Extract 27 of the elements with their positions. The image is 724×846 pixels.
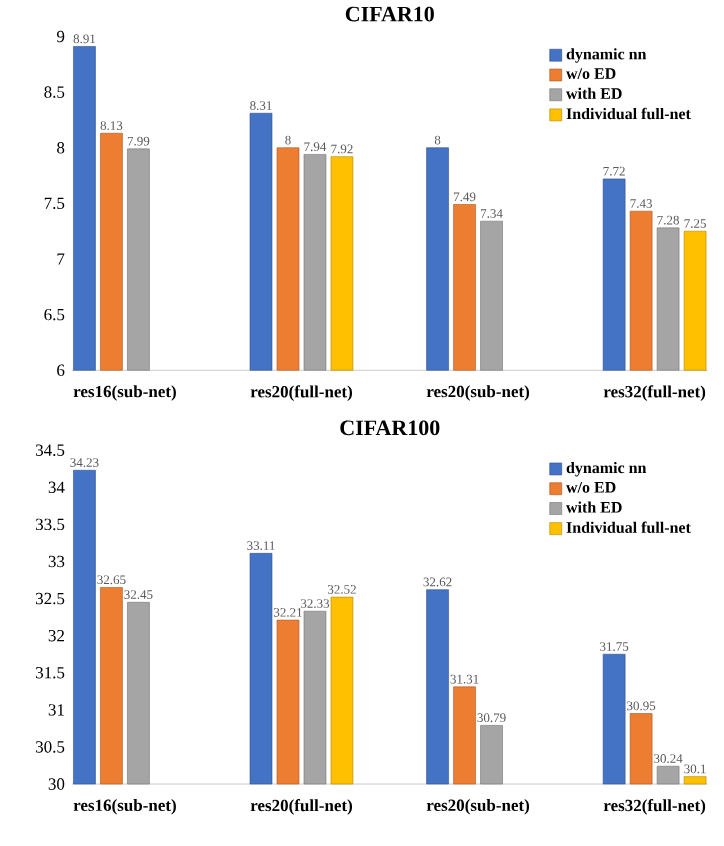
y-tick-label: 34.5	[36, 444, 65, 456]
x-tick-label: res32(full-net)	[604, 799, 706, 815]
y-tick-label: 8.5	[44, 86, 65, 98]
y-tick-label: 8	[57, 142, 65, 154]
y-tick-label: 31	[48, 704, 65, 716]
y-tick-label: 32.5	[36, 592, 65, 605]
y-tick-label: 33.5	[36, 518, 65, 531]
x-tick-label: res20(full-net)	[250, 385, 353, 401]
y-tick-label: 9	[57, 30, 65, 43]
y-tick-label: 6.5	[44, 308, 65, 321]
x-tick-label: res20(full-net)	[250, 799, 353, 815]
chart-title: CIFAR10	[346, 6, 435, 22]
y-tick-label: 34	[48, 481, 65, 494]
y-tick-label: 33	[48, 555, 65, 568]
y-tick-label: 30	[48, 778, 65, 790]
y-tick-label: 7	[57, 253, 65, 265]
x-tick-label: res16(sub-net)	[73, 799, 177, 815]
y-tick-label: 31.5	[36, 667, 65, 679]
x-tick-label: res20(sub-net)	[426, 385, 530, 401]
x-tick-label: res16(sub-net)	[73, 385, 177, 401]
y-tick-label: 32	[48, 629, 65, 642]
y-tick-label: 6	[57, 364, 65, 376]
y-tick-label: 30.5	[36, 741, 65, 753]
chart-title: CIFAR100	[340, 420, 440, 436]
x-tick-label: res32(full-net)	[604, 385, 706, 401]
x-tick-label: res20(sub-net)	[426, 799, 530, 815]
y-tick-label: 7.5	[45, 197, 65, 210]
